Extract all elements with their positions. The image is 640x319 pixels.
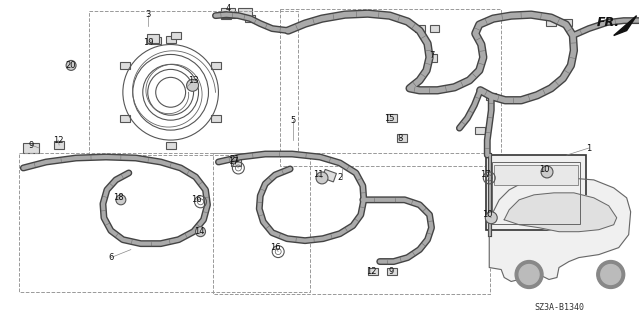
Text: 3: 3 — [145, 10, 150, 19]
Bar — [426, 55, 438, 63]
Text: 12: 12 — [367, 267, 377, 276]
Bar — [397, 134, 406, 142]
Bar — [120, 63, 130, 70]
Bar — [23, 143, 39, 153]
Bar — [322, 169, 337, 182]
Text: 4: 4 — [226, 4, 231, 13]
Bar — [280, 9, 501, 166]
Bar — [221, 8, 236, 18]
Circle shape — [541, 166, 553, 178]
Text: 5: 5 — [291, 116, 296, 125]
Bar — [211, 115, 221, 122]
Bar — [387, 268, 397, 276]
Bar — [89, 11, 298, 155]
Bar — [546, 19, 556, 26]
Text: 8: 8 — [397, 134, 403, 143]
Bar — [486, 93, 496, 100]
Circle shape — [187, 79, 198, 91]
Text: 10: 10 — [482, 210, 493, 219]
Text: 9: 9 — [388, 267, 394, 276]
Text: 21: 21 — [229, 155, 239, 165]
Bar — [19, 153, 310, 293]
Bar — [492, 162, 580, 224]
Bar — [214, 153, 490, 294]
Circle shape — [596, 261, 625, 288]
Bar — [238, 8, 252, 18]
Bar — [486, 155, 586, 230]
Text: 7: 7 — [429, 51, 434, 60]
Bar — [415, 25, 424, 32]
Bar — [429, 25, 440, 32]
Text: 17: 17 — [228, 158, 239, 167]
Bar — [166, 36, 175, 43]
Circle shape — [515, 261, 543, 288]
Bar — [211, 63, 221, 70]
Polygon shape — [504, 193, 617, 232]
Text: FR.: FR. — [596, 16, 620, 29]
Text: 18: 18 — [113, 193, 124, 202]
Text: 14: 14 — [195, 227, 205, 236]
Text: 17: 17 — [480, 170, 491, 179]
Bar — [232, 158, 241, 166]
Text: 2: 2 — [337, 174, 342, 182]
Bar — [120, 115, 130, 122]
Text: 6: 6 — [108, 253, 114, 262]
Circle shape — [116, 195, 126, 205]
Bar — [494, 165, 578, 185]
Bar — [368, 268, 378, 276]
Circle shape — [316, 172, 328, 184]
Bar — [147, 34, 159, 43]
Text: 19: 19 — [143, 38, 154, 47]
Circle shape — [485, 212, 497, 224]
Text: 12: 12 — [53, 136, 63, 145]
Text: 9: 9 — [29, 141, 34, 150]
Text: 20: 20 — [66, 61, 76, 70]
Text: 16: 16 — [191, 195, 202, 204]
Circle shape — [519, 264, 539, 285]
Circle shape — [196, 227, 205, 237]
Bar — [221, 12, 232, 19]
Bar — [166, 142, 175, 149]
Circle shape — [66, 60, 76, 70]
Text: 13: 13 — [188, 76, 199, 85]
Text: 15: 15 — [385, 114, 395, 123]
Bar — [171, 32, 180, 39]
Bar — [387, 114, 397, 122]
Polygon shape — [614, 16, 637, 35]
Polygon shape — [489, 178, 630, 281]
Bar — [245, 15, 255, 22]
Text: 1: 1 — [586, 144, 591, 152]
Text: 16: 16 — [270, 243, 280, 252]
Bar — [476, 127, 485, 134]
Text: 11: 11 — [313, 170, 323, 179]
Bar — [54, 141, 64, 149]
Text: 10: 10 — [539, 166, 549, 174]
Bar — [562, 19, 572, 26]
Bar — [151, 37, 161, 44]
Text: SZ3A-B1340: SZ3A-B1340 — [534, 303, 584, 312]
Circle shape — [601, 264, 621, 285]
